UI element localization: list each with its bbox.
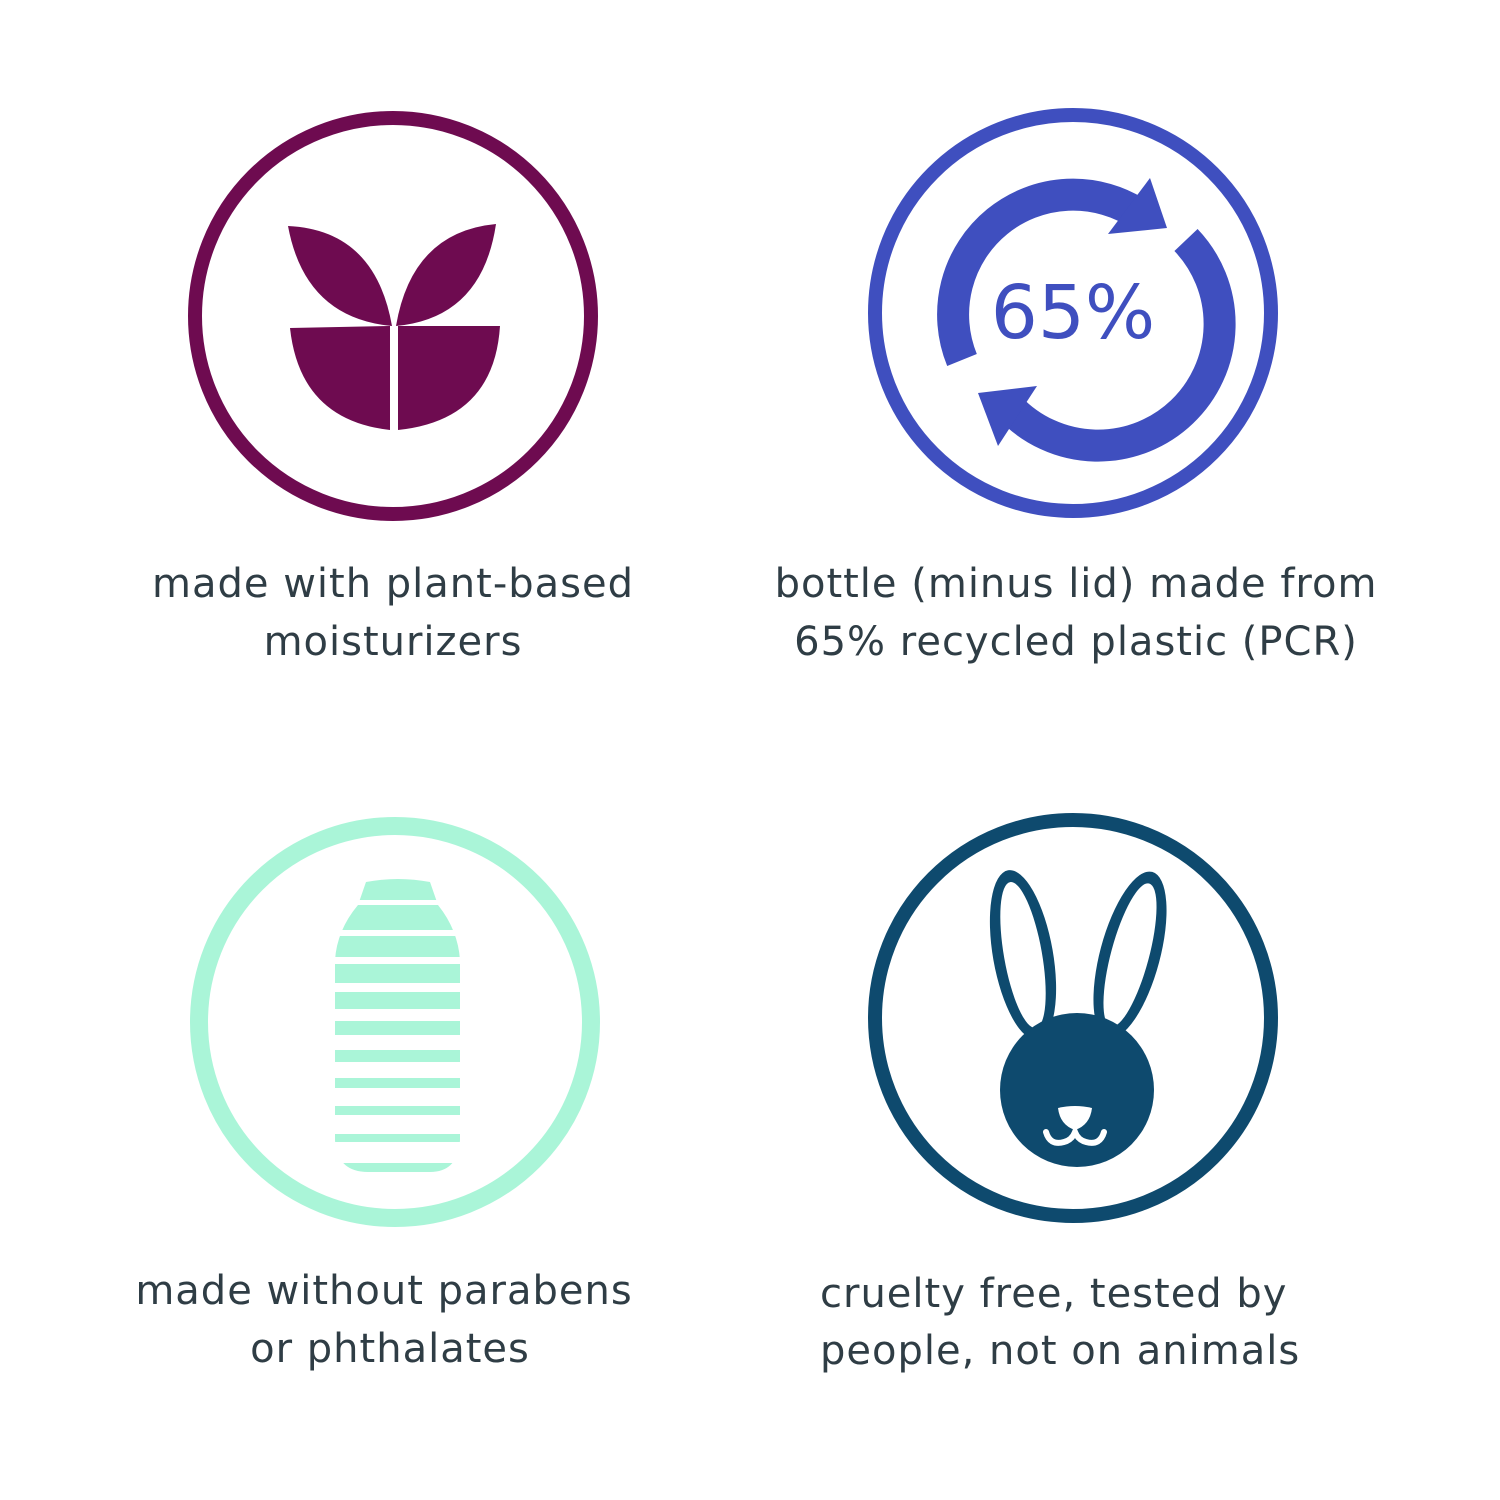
leaves-icon: [288, 224, 500, 430]
feature-no-parabens: made without parabens or phthalates: [135, 817, 632, 1372]
caption-line-2: people, not on animals: [820, 1328, 1300, 1374]
caption-line-1: made without parabens: [135, 1268, 632, 1314]
caption-line-1: cruelty free, tested by: [820, 1271, 1287, 1317]
badge-ring: [190, 817, 600, 1227]
caption-line-1: made with plant-based: [152, 561, 634, 607]
caption-line-1: bottle (minus lid) made from: [775, 561, 1378, 607]
striped-bottle-icon: [335, 879, 460, 1172]
feature-plant-based: made with plant-based moisturizers: [152, 111, 634, 665]
arrowhead-top: [1108, 178, 1167, 234]
caption-line-2: or phthalates: [250, 1326, 530, 1372]
badge-ring: [868, 813, 1278, 1223]
recycle-arrows-icon: [937, 178, 1236, 462]
arrowhead-bottom: [978, 386, 1037, 446]
percent-label: 65%: [991, 270, 1155, 356]
badge-ring: [868, 108, 1278, 518]
caption-line-2: moisturizers: [264, 619, 523, 665]
feature-cruelty-free: cruelty free, tested by people, not on a…: [820, 813, 1300, 1374]
caption-line-2: 65% recycled plastic (PCR): [794, 619, 1358, 665]
badge-ring: [188, 111, 598, 521]
feature-recycled-plastic: 65% bottle (minus lid) made from 65% rec…: [775, 108, 1378, 665]
bunny-icon: [989, 870, 1167, 1167]
